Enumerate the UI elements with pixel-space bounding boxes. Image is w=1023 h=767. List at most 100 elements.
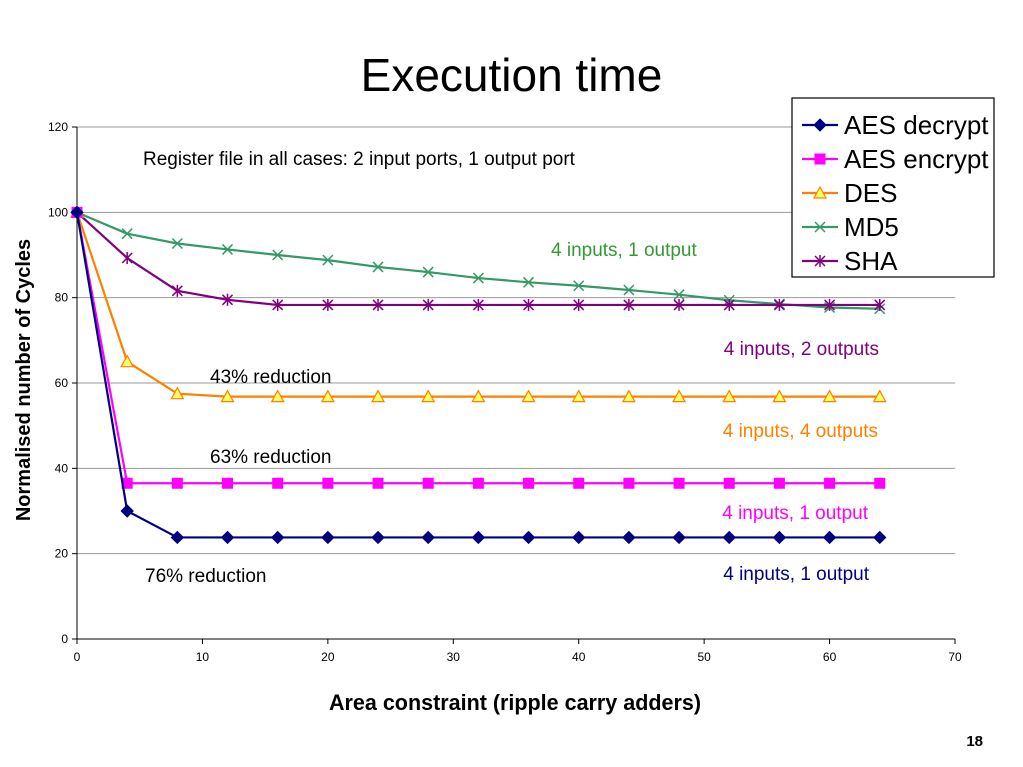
marker-shape bbox=[521, 530, 536, 545]
data-point-sha bbox=[523, 298, 535, 311]
marker-shape bbox=[472, 477, 484, 489]
x-tick-label: 60 bbox=[823, 650, 837, 664]
legend-label: SHA bbox=[844, 246, 898, 276]
annotations: Register file in all cases: 2 input port… bbox=[143, 149, 879, 587]
marker-shape bbox=[372, 477, 384, 489]
marker-shape bbox=[622, 530, 636, 545]
legend-label: MD5 bbox=[844, 212, 899, 242]
data-point-aes-encrypt bbox=[723, 477, 735, 489]
marker-shape bbox=[623, 477, 635, 489]
legend-swatch-marker bbox=[814, 221, 826, 233]
data-point-aes-encrypt bbox=[673, 477, 685, 489]
legend-label: DES bbox=[844, 178, 897, 208]
marker-shape bbox=[421, 389, 436, 403]
data-point-des bbox=[371, 389, 386, 403]
marker-shape bbox=[672, 530, 686, 545]
marker-shape bbox=[222, 477, 234, 489]
y-tick-label: 60 bbox=[55, 376, 69, 390]
marker-stroke bbox=[673, 289, 685, 301]
marker-shape bbox=[272, 477, 284, 489]
x-tick-label: 30 bbox=[447, 650, 461, 664]
data-point-aes-decrypt bbox=[120, 504, 134, 518]
marker-stroke bbox=[171, 237, 183, 250]
marker-shape bbox=[873, 530, 887, 545]
series-aes-decrypt bbox=[70, 205, 887, 545]
data-point-des bbox=[872, 389, 887, 403]
series-line-sha bbox=[76, 211, 880, 307]
x-tick-label: 40 bbox=[572, 650, 586, 664]
data-point-md5 bbox=[322, 254, 334, 266]
marker-shape bbox=[371, 389, 386, 403]
data-point-des bbox=[672, 389, 687, 403]
legend: AES decrypt AES encrypt DES MD5 SHA bbox=[791, 97, 995, 278]
data-point-des bbox=[772, 389, 787, 403]
marker-shape bbox=[320, 389, 335, 403]
marker-stroke bbox=[322, 254, 334, 266]
data-point-aes-decrypt bbox=[371, 530, 385, 545]
annotation-label: 63% reduction bbox=[210, 447, 331, 468]
data-point-des bbox=[220, 389, 235, 403]
marker-stroke bbox=[573, 280, 585, 292]
marker-shape bbox=[573, 477, 585, 489]
marker-shape bbox=[120, 354, 135, 368]
marker-shape bbox=[270, 530, 285, 545]
marker-stroke bbox=[372, 261, 384, 273]
legend-item-aes-encrypt: AES encrypt bbox=[802, 144, 989, 174]
marker-shape bbox=[170, 386, 185, 400]
data-point-aes-encrypt bbox=[171, 477, 183, 489]
y-axis-title: Normalised number of Cycles bbox=[13, 239, 35, 521]
data-point-sha bbox=[824, 298, 836, 311]
x-tick-label: 70 bbox=[948, 650, 962, 664]
marker-shape bbox=[422, 477, 434, 489]
legend-item-md5: MD5 bbox=[802, 212, 899, 242]
data-point-des bbox=[320, 389, 335, 403]
y-tick-label: 20 bbox=[55, 547, 69, 561]
series-aes-encrypt bbox=[71, 206, 886, 489]
data-point-sha bbox=[623, 298, 635, 311]
legend-item-des: DES bbox=[802, 178, 897, 208]
marker-shape bbox=[321, 530, 335, 545]
marker-shape bbox=[672, 389, 687, 403]
data-point-aes-decrypt bbox=[421, 530, 435, 545]
data-point-aes-decrypt bbox=[622, 530, 636, 545]
annotation-label: 4 inputs, 1 output bbox=[551, 240, 697, 261]
marker-shape bbox=[812, 185, 828, 199]
data-point-aes-encrypt bbox=[523, 477, 535, 489]
marker-shape bbox=[120, 504, 134, 518]
marker-stroke bbox=[422, 266, 434, 278]
data-point-sha bbox=[472, 298, 484, 311]
marker-shape bbox=[822, 530, 837, 545]
data-point-aes-decrypt bbox=[722, 530, 736, 545]
marker-shape bbox=[521, 389, 536, 403]
annotation-label: 43% reduction bbox=[210, 367, 331, 388]
x-tick-label: 10 bbox=[196, 650, 210, 664]
page-number: 18 bbox=[966, 733, 983, 750]
data-point-aes-decrypt bbox=[521, 530, 536, 545]
data-point-aes-encrypt bbox=[422, 477, 434, 489]
marker-shape bbox=[70, 205, 84, 220]
legend-label: AES encrypt bbox=[844, 144, 989, 174]
marker-shape bbox=[170, 530, 185, 545]
series-sha bbox=[71, 206, 886, 311]
data-point-md5 bbox=[573, 280, 585, 292]
legend-swatch-marker bbox=[814, 153, 826, 165]
annotation-label: 4 inputs, 4 outputs bbox=[723, 421, 878, 442]
x-tick-label: 0 bbox=[74, 650, 81, 664]
marker-shape bbox=[270, 389, 285, 403]
legend-swatch-marker bbox=[813, 118, 827, 132]
annotation-label: 76% reduction bbox=[145, 566, 266, 587]
x-tick-label: 20 bbox=[321, 650, 335, 664]
data-point-md5 bbox=[673, 289, 685, 301]
marker-shape bbox=[523, 477, 535, 489]
legend-label: AES decrypt bbox=[844, 110, 989, 140]
marker-shape bbox=[572, 530, 586, 545]
data-point-aes-decrypt bbox=[772, 530, 787, 545]
legend-swatch-marker bbox=[814, 255, 826, 267]
marker-shape bbox=[824, 477, 836, 489]
marker-shape bbox=[722, 389, 737, 403]
marker-stroke bbox=[221, 243, 234, 255]
data-point-sha bbox=[422, 298, 434, 311]
marker-shape bbox=[874, 477, 886, 489]
data-point-des bbox=[270, 389, 285, 403]
